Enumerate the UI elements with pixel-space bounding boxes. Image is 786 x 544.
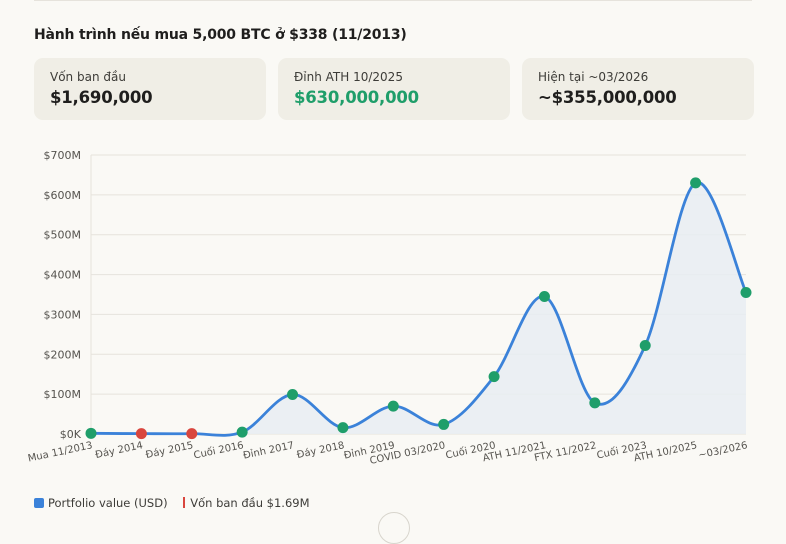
card-label: Vốn ban đầu bbox=[50, 70, 126, 84]
data-point bbox=[287, 389, 299, 401]
data-point bbox=[538, 290, 550, 302]
y-tick-label: $100M bbox=[44, 388, 82, 401]
legend-label-baseline: Vốn ban đầu $1.69M bbox=[190, 495, 310, 510]
card-initial-capital: Vốn ban đầu $1,690,000 bbox=[34, 58, 266, 120]
portfolio-line-chart: $0K $100M $200M $300M $400M $500M $600M $700M Mu… bbox=[27, 149, 752, 467]
legend-label-portfolio: Portfolio value (USD) bbox=[48, 495, 168, 510]
data-point bbox=[690, 177, 702, 189]
series-line bbox=[90, 181, 748, 437]
card-value: $1,690,000 bbox=[50, 88, 153, 107]
x-tick-label: Đáy 2018 bbox=[296, 439, 346, 461]
top-divider bbox=[34, 0, 752, 1]
x-tick-label: Đáy 2014 bbox=[94, 439, 144, 461]
x-tick-label: Cuối 2016 bbox=[193, 439, 245, 461]
scroll-down-button[interactable] bbox=[378, 512, 410, 544]
x-tick-label: Mua 11/2013 bbox=[27, 440, 94, 464]
card-label: Hiện tại ~03/2026 bbox=[538, 70, 649, 84]
card-ath-peak: Đỉnh ATH 10/2025 $630,000,000 bbox=[278, 58, 510, 120]
y-tick-label: $500M bbox=[44, 229, 82, 242]
data-point bbox=[85, 427, 97, 439]
y-tick-label: $400M bbox=[44, 269, 82, 282]
data-point bbox=[438, 418, 450, 430]
chart-legend: Portfolio value (USD) Vốn ban đầu $1.69M bbox=[34, 495, 322, 510]
data-point bbox=[337, 422, 349, 434]
x-tick-label: Đỉnh 2017 bbox=[242, 439, 295, 462]
card-value: $630,000,000 bbox=[294, 88, 419, 107]
y-tick-label: $0K bbox=[60, 428, 82, 441]
data-point bbox=[387, 400, 399, 412]
legend-item-portfolio[interactable]: Portfolio value (USD) bbox=[34, 496, 168, 510]
y-tick-label: $200M bbox=[44, 348, 82, 361]
card-current: Hiện tại ~03/2026 ~$355,000,000 bbox=[522, 58, 754, 120]
page-title: Hành trình nếu mua 5,000 BTC ở $338 (11/… bbox=[34, 27, 407, 43]
data-point bbox=[589, 397, 601, 409]
data-point bbox=[186, 428, 198, 440]
x-tick-label: Đáy 2015 bbox=[145, 439, 195, 461]
data-point bbox=[740, 287, 752, 299]
summary-cards: Vốn ban đầu $1,690,000 Đỉnh ATH 10/2025 … bbox=[34, 58, 754, 120]
data-point bbox=[135, 428, 147, 440]
data-point bbox=[639, 340, 651, 352]
legend-swatch-baseline bbox=[183, 496, 186, 508]
card-label: Đỉnh ATH 10/2025 bbox=[294, 70, 403, 84]
data-point bbox=[236, 426, 248, 438]
card-value: ~$355,000,000 bbox=[538, 88, 677, 107]
data-point bbox=[488, 371, 500, 383]
legend-item-baseline[interactable]: Vốn ban đầu $1.69M bbox=[183, 495, 310, 510]
y-tick-label: $600M bbox=[44, 189, 82, 202]
area-fill bbox=[91, 182, 746, 436]
x-tick-label: ~03/2026 bbox=[698, 440, 749, 461]
y-tick-label: $300M bbox=[44, 308, 82, 321]
legend-swatch-portfolio bbox=[34, 497, 44, 508]
y-tick-label: $700M bbox=[44, 149, 82, 162]
